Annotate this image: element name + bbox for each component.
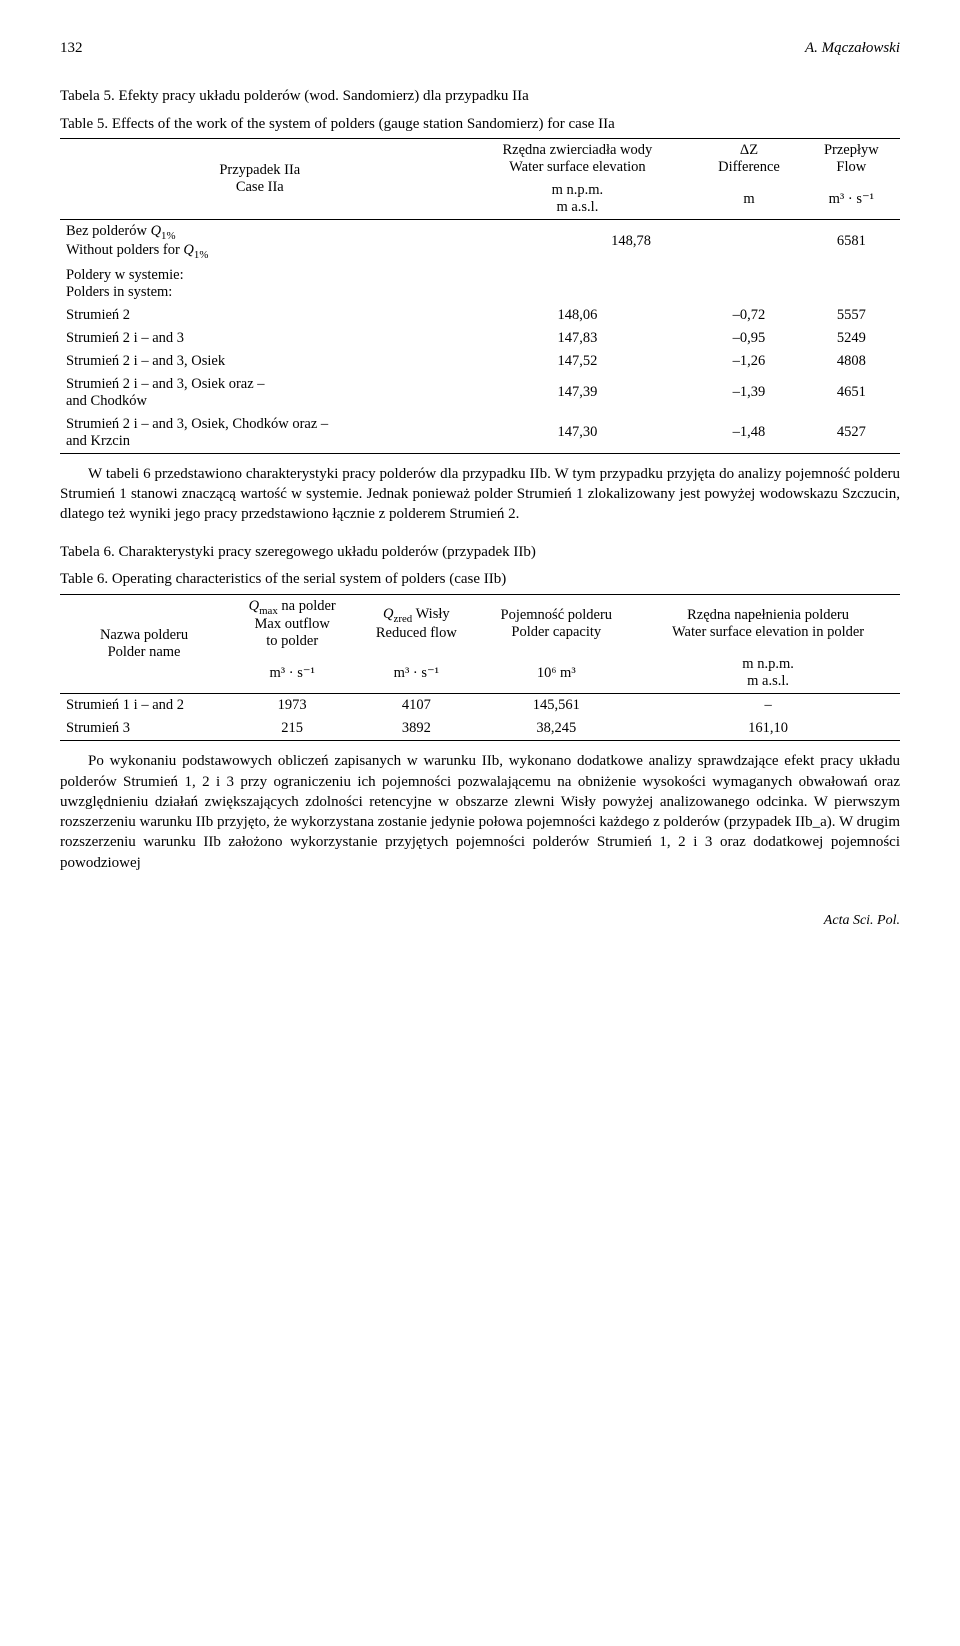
t5-cell: 4651 [803, 373, 900, 413]
t5-col2-head: Rzędna zwierciadła wody Water surface el… [460, 139, 696, 180]
t6-col5-pl: Rzędna napełnienia polderu [687, 607, 849, 623]
t5-cell [460, 264, 900, 304]
t5-row-label: Strumień 2 [60, 304, 460, 327]
table6-caption-en: Table 6. Operating characteristics of th… [60, 570, 900, 590]
t5-col2-unit: m n.p.m. m a.s.l. [460, 179, 696, 220]
t5-col2-u2: m a.s.l. [556, 199, 598, 215]
t5-col4-unit: m³ · s⁻¹ [803, 179, 900, 220]
page-number: 132 [60, 40, 83, 57]
t5-row-label: Strumień 2 i – and 3, Osiek [60, 350, 460, 373]
t6-col4-unit: 10⁶ m³ [476, 653, 636, 694]
t5-cell: 5557 [803, 304, 900, 327]
t6-cell: – [636, 694, 900, 718]
table-row: Poldery w systemie:Polders in system: [60, 264, 900, 304]
t5-row-label: Strumień 2 i – and 3 [60, 327, 460, 350]
table5-caption-pl: Tabela 5. Efekty pracy układu polderów (… [60, 87, 900, 107]
page-header: 132 A. Mączałowski [60, 40, 900, 57]
t6-col5-unit: m n.p.m. m a.s.l. [636, 653, 900, 694]
t6-row-label: Strumień 3 [60, 717, 228, 741]
t6-col1-head: Nazwa polderu Polder name [60, 594, 228, 694]
t5-col4-pl: Przepływ [824, 142, 879, 158]
t6-col5-u1: m n.p.m. [742, 656, 794, 672]
t5-col4-en: Flow [836, 159, 866, 175]
page-footer: Acta Sci. Pol. [60, 913, 900, 929]
t6-cell: 3892 [356, 717, 476, 741]
t6-cell: 161,10 [636, 717, 900, 741]
t5-col2-u1: m n.p.m. [552, 182, 604, 198]
t5-cell: –1,39 [695, 373, 802, 413]
t5-col3-head: ΔZ Difference [695, 139, 802, 180]
t5-cell: 4808 [803, 350, 900, 373]
t5-row-label: Strumień 2 i – and 3, Osiek, Chodków ora… [60, 413, 460, 454]
t5-cell: 148,06 [460, 304, 696, 327]
t6-col2-head: Qmax na polderMax outflowto polder [228, 594, 356, 653]
paragraph-2: Po wykonaniu podstawowych obliczeń zapis… [60, 751, 900, 873]
t6-col1-pl: Nazwa polderu [100, 627, 188, 643]
t5-cell: 4527 [803, 413, 900, 454]
t6-col2-unit: m³ · s⁻¹ [228, 653, 356, 694]
t5-col3-unit: m [695, 179, 802, 220]
t5-cell: 147,39 [460, 373, 696, 413]
t5-cell: 147,83 [460, 327, 696, 350]
table5: Przypadek IIa Case IIa Rzędna zwierciadł… [60, 138, 900, 454]
t6-cell: 4107 [356, 694, 476, 718]
t5-cell: –0,95 [695, 327, 802, 350]
t6-cell: 38,245 [476, 717, 636, 741]
t5-cell: 148,78 [460, 220, 803, 264]
t5-row-label: Poldery w systemie:Polders in system: [60, 264, 460, 304]
t5-col1-pl: Przypadek IIa [219, 162, 300, 178]
t5-cell: 147,52 [460, 350, 696, 373]
t6-col5-en: Water surface elevation in polder [672, 624, 864, 640]
t6-col4-en: Polder capacity [511, 624, 601, 640]
t5-col2-pl: Rzędna zwierciadła wody [503, 142, 653, 158]
t5-cell: 147,30 [460, 413, 696, 454]
t6-cell: 1973 [228, 694, 356, 718]
t6-row-label: Strumień 1 i – and 2 [60, 694, 228, 718]
table-row: Strumień 3215389238,245161,10 [60, 717, 900, 741]
table-row: Strumień 2 i – and 3, Osiek oraz –and Ch… [60, 373, 900, 413]
table6: Nazwa polderu Polder name Qmax na polder… [60, 594, 900, 742]
t5-col3-pl: ΔZ [740, 142, 758, 158]
t6-col5-u2: m a.s.l. [747, 673, 789, 689]
t6-col1-en: Polder name [108, 644, 181, 660]
table-row: Strumień 2148,06–0,725557 [60, 304, 900, 327]
t5-col4-head: Przepływ Flow [803, 139, 900, 180]
t6-col3-head: Qzred WisłyReduced flow [356, 594, 476, 653]
paragraph-1: W tabeli 6 przedstawiono charakterystyki… [60, 464, 900, 525]
t5-col1-en: Case IIa [236, 179, 284, 195]
table-row: Strumień 2 i – and 3147,83–0,955249 [60, 327, 900, 350]
t6-col4-head: Pojemność polderu Polder capacity [476, 594, 636, 653]
t6-cell: 215 [228, 717, 356, 741]
table5-caption-en: Table 5. Effects of the work of the syst… [60, 115, 900, 135]
t5-col3-en: Difference [718, 159, 780, 175]
table-row: Strumień 1 i – and 219734107145,561– [60, 694, 900, 718]
t5-row-label: Strumień 2 i – and 3, Osiek oraz –and Ch… [60, 373, 460, 413]
t5-cell: 6581 [803, 220, 900, 264]
t5-cell: –1,26 [695, 350, 802, 373]
t6-col5-head: Rzędna napełnienia polderu Water surface… [636, 594, 900, 653]
t5-col1-head: Przypadek IIa Case IIa [60, 139, 460, 220]
t5-cell: –0,72 [695, 304, 802, 327]
page-author: A. Mączałowski [805, 40, 900, 57]
table-row: Bez polderów Q1%Without polders for Q1%1… [60, 220, 900, 264]
t6-cell: 145,561 [476, 694, 636, 718]
table-row: Strumień 2 i – and 3, Osiek, Chodków ora… [60, 413, 900, 454]
t5-col2-en: Water surface elevation [509, 159, 646, 175]
t5-cell: –1,48 [695, 413, 802, 454]
table6-caption-pl: Tabela 6. Charakterystyki pracy szeregow… [60, 543, 900, 563]
table-row: Strumień 2 i – and 3, Osiek147,52–1,2648… [60, 350, 900, 373]
t6-col3-unit: m³ · s⁻¹ [356, 653, 476, 694]
t6-col4-pl: Pojemność polderu [501, 607, 613, 623]
t5-row-label: Bez polderów Q1%Without polders for Q1% [60, 220, 460, 264]
t5-cell: 5249 [803, 327, 900, 350]
